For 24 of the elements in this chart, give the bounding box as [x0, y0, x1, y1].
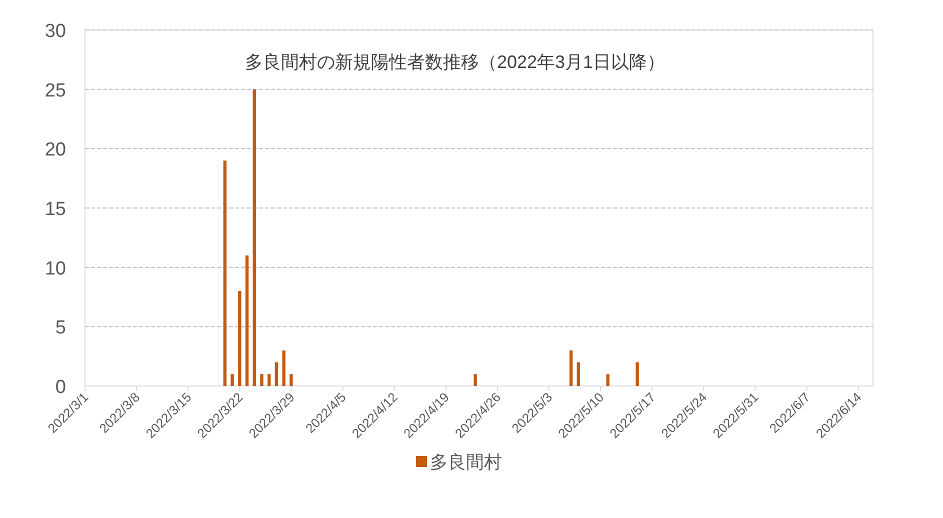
bar: [474, 374, 477, 386]
y-tick-label: 25: [44, 80, 66, 102]
bar: [245, 255, 249, 386]
y-tick-label: 10: [44, 258, 66, 280]
y-tick-label: 5: [55, 318, 66, 339]
bar: [569, 350, 573, 386]
bar: [268, 374, 271, 386]
bar: [282, 350, 286, 386]
y-tick-label: 0: [55, 377, 66, 398]
bar: [606, 374, 610, 386]
bar: [274, 362, 278, 386]
bar: [576, 362, 580, 386]
legend-label: 多良間村: [430, 452, 502, 472]
y-tick-label: 30: [44, 21, 66, 42]
text: 多良間村の新規陽性者数推移（2022年3月1日以降）: [244, 52, 666, 72]
bar: [260, 374, 264, 386]
bar: [230, 374, 234, 386]
bar: [290, 374, 293, 386]
y-tick-label: 20: [44, 140, 66, 161]
bar: [223, 160, 227, 386]
bar: [238, 291, 242, 386]
y-tick-label: 15: [44, 199, 66, 220]
bar: [252, 89, 256, 386]
bar: [636, 362, 639, 386]
